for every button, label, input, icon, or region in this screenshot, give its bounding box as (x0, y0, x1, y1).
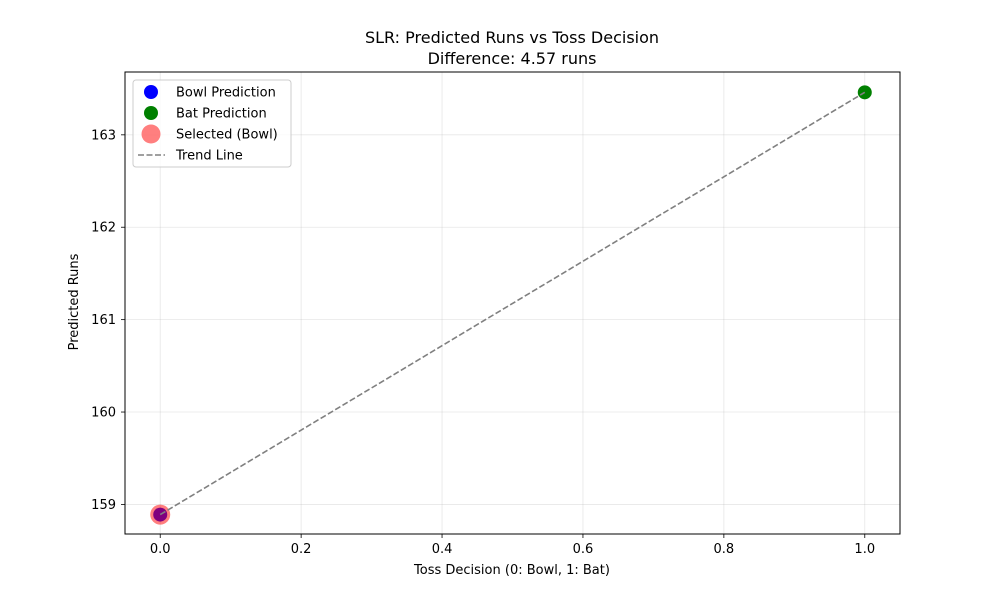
point-marker (857, 85, 872, 100)
trend-line (159, 91, 866, 516)
y-axis-label: Predicted Runs (67, 253, 82, 350)
x-tick-label: 0.0 (150, 542, 171, 557)
x-tick-label: 0.4 (432, 542, 453, 557)
legend-label: Bat Prediction (176, 107, 267, 122)
y-tick-label: 160 (91, 406, 116, 421)
y-tick-label: 159 (91, 498, 116, 513)
tick-layer: 0.0 0.2 0.4 0.6 0.8 1.0 159 160 161 162 163 (91, 128, 875, 557)
legend-frame (132, 79, 292, 168)
chart-title: SLR: Predicted Runs vs Toss Decision (365, 28, 659, 47)
legend: Bowl Prediction Bat Prediction Selected (B… (132, 79, 292, 168)
x-tick-label: 0.8 (714, 542, 735, 557)
legend-label: Trend Line (175, 149, 243, 164)
y-tick-label: 162 (91, 221, 116, 236)
legend-swatch (144, 106, 158, 120)
y-tick-label: 163 (91, 128, 116, 143)
legend-label: Bowl Prediction (176, 86, 276, 101)
legend-swatch (141, 124, 161, 144)
x-axis-label: Toss Decision (0: Bowl, 1: Bat) (413, 563, 610, 578)
chart-subtitle: Difference: 4.57 runs (428, 49, 597, 68)
x-tick-label: 1.0 (854, 542, 875, 557)
series-layer (150, 85, 872, 525)
legend-label: Selected (Bowl) (176, 128, 278, 143)
x-tick-label: 0.6 (573, 542, 594, 557)
legend-swatch (144, 85, 158, 99)
y-tick-label: 161 (91, 313, 116, 328)
x-tick-label: 0.2 (291, 542, 312, 557)
plot-frame (124, 71, 901, 535)
